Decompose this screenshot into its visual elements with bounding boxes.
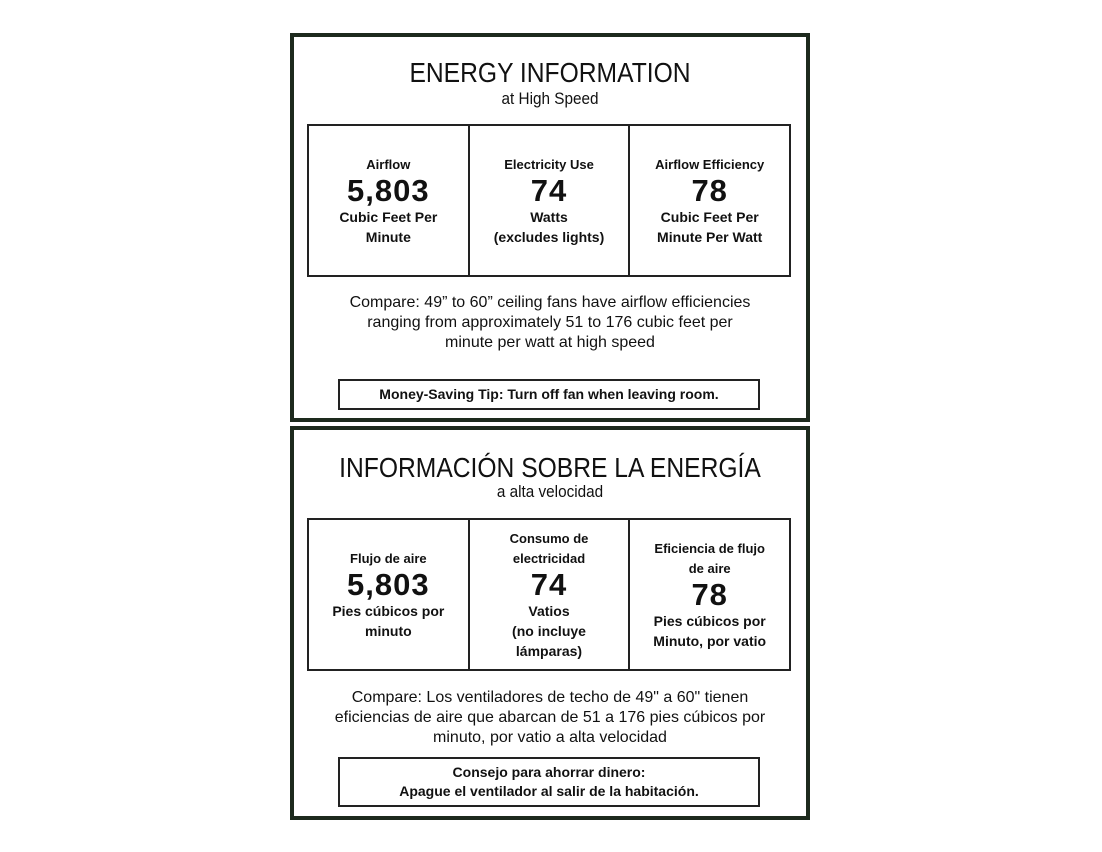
cell-value: 74 xyxy=(530,566,568,602)
subtitle: at High Speed xyxy=(501,89,599,108)
title: ENERGY INFORMATION xyxy=(409,57,691,88)
panel: INFORMACIÓN SOBRE LA ENERGÍA a alta veloc… xyxy=(290,426,810,820)
info-cell: Electricity Use 74 Watts (excludes lights) xyxy=(470,126,631,275)
cell-value: 78 xyxy=(691,172,728,208)
title: INFORMACIÓN SOBRE LA ENERGÍA xyxy=(339,452,761,483)
cell-label: electricidad xyxy=(512,550,586,566)
compare-line: minute per watt at high speed xyxy=(445,334,655,351)
cell-value: 5,803 xyxy=(347,172,430,208)
info-cell: Flujo de aire 5,803 Pies cúbicos por minuto xyxy=(309,520,470,669)
cell-label: de aire xyxy=(688,560,731,576)
cell-value: 5,803 xyxy=(347,566,430,602)
cell-unit: Minuto, por vatio xyxy=(653,632,767,649)
tip-box: Consejo para ahorrar dinero: Apague el ve… xyxy=(338,757,760,807)
cell-unit: Vatios xyxy=(528,602,570,619)
cell-label: Eficiencia de flujo xyxy=(654,540,765,556)
info-table: Flujo de aire 5,803 Pies cúbicos por minuto… xyxy=(307,518,791,671)
tip-line: Money-Saving Tip: Turn off fan when leav… xyxy=(379,386,719,402)
compare-line: Compare: Los ventiladores de techo de 49… xyxy=(351,689,749,706)
compare-line: ranging from approximately 51 to 176 cub… xyxy=(367,314,733,331)
cell-unit: Pies cúbicos por xyxy=(653,612,766,629)
cell-label: Consumo de xyxy=(509,530,589,546)
cell-unit: Watts xyxy=(530,208,568,225)
panel: ENERGY INFORMATION at High Speed Airflow 5,… xyxy=(290,33,810,422)
cell-unit: Cubic Feet Per xyxy=(660,208,759,225)
cell-unit: Pies cúbicos por xyxy=(332,602,445,619)
info-cell: Eficiencia de flujo de aire 78 Pies cúbicos… xyxy=(630,520,789,669)
compare-line: Compare: 49” to 60” ceiling fans have ai… xyxy=(349,294,751,311)
info-cell: Airflow 5,803 Cubic Feet Per Minute xyxy=(309,126,470,275)
cell-label: Electricity Use xyxy=(504,156,594,172)
info-cell: Airflow Efficiency 78 Cubic Feet Per Minute… xyxy=(630,126,789,275)
cell-label: Flujo de aire xyxy=(350,550,427,566)
cell-unit: lámparas) xyxy=(515,642,583,659)
compare-text: Compare: Los ventiladores de techo de 49… xyxy=(294,688,806,748)
tip-line: Consejo para ahorrar dinero: xyxy=(452,764,646,780)
cell-label: Airflow Efficiency xyxy=(655,156,765,172)
cell-unit: minuto xyxy=(365,622,412,639)
cell-unit: (excludes lights) xyxy=(493,228,605,245)
compare-text: Compare: 49” to 60” ceiling fans have ai… xyxy=(294,293,806,353)
cell-value: 74 xyxy=(530,172,568,208)
subtitle: a alta velocidad xyxy=(496,482,604,501)
cell-unit: Minute Per Watt xyxy=(657,228,763,245)
tip-box: Money-Saving Tip: Turn off fan when leav… xyxy=(338,379,760,410)
tip-line: Apague el ventilador al salir de la habi… xyxy=(399,783,699,799)
info-table: Airflow 5,803 Cubic Feet Per Minute Electric… xyxy=(307,124,791,277)
compare-line: minuto, por vatio a alta velocidad xyxy=(433,729,667,746)
info-cell: Consumo de electricidad 74 Vatios (no incluy… xyxy=(470,520,631,669)
cell-unit: Cubic Feet Per xyxy=(339,208,438,225)
cell-unit: (no incluye xyxy=(512,622,586,639)
cell-value: 78 xyxy=(691,576,728,612)
cell-unit: Minute xyxy=(365,228,411,245)
cell-label: Airflow xyxy=(366,156,411,172)
compare-line: eficiencias de aire que abarcan de 51 a … xyxy=(334,709,766,726)
